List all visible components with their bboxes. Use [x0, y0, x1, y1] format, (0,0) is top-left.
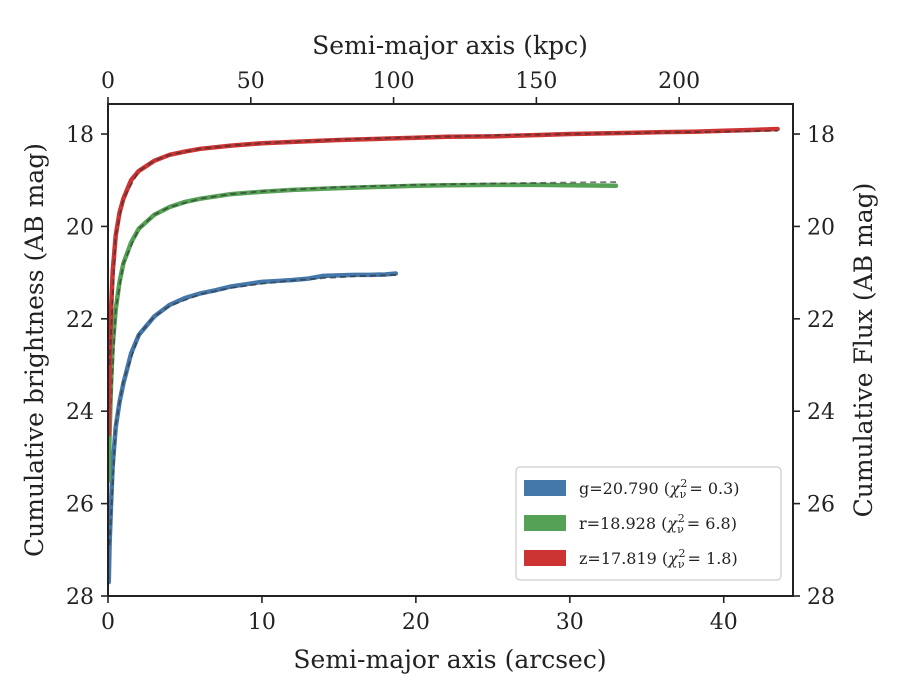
legend-swatch-r [524, 515, 566, 531]
x-tick-label-top: 50 [237, 69, 265, 94]
y-tick-label-right: 22 [807, 308, 835, 333]
y-tick-label-right: 20 [807, 215, 835, 240]
legend-label-z: z=17.819 (χν2 = 1.8) [579, 547, 738, 571]
x-tick-label-top: 0 [101, 69, 115, 94]
x-tick-label-bottom: 10 [248, 610, 276, 635]
series-r-line [108, 182, 619, 483]
x-tick-label-top: 200 [658, 69, 700, 94]
y-axis-title-right: Cumulative Flux (AB mag) [849, 183, 878, 518]
y-tick-label-right: 18 [807, 123, 835, 148]
legend-swatch-g [524, 480, 566, 496]
x-tick-label-bottom: 20 [402, 610, 430, 635]
y-tick-label-left: 24 [66, 400, 94, 425]
x-tick-label-bottom: 30 [556, 610, 584, 635]
y-tick-label-right: 24 [807, 400, 835, 425]
x-tick-label-bottom: 0 [101, 610, 115, 635]
y-tick-label-left: 26 [66, 493, 94, 518]
plot-area [108, 126, 780, 585]
y-axis-title-left: Cumulative brightness (AB mag) [20, 143, 49, 557]
series-g-model-line [108, 274, 396, 546]
plot-frame [107, 103, 794, 597]
x-tick-label-bottom: 40 [710, 610, 738, 635]
y-tick-label-left: 18 [66, 123, 94, 148]
y-tick-label-right: 26 [807, 493, 835, 518]
series-r-model-line [108, 181, 616, 435]
y-tick-label-right: 28 [807, 585, 835, 610]
legend-label-r: r=18.928 (χν2 = 6.8) [579, 512, 737, 536]
series-z-line [108, 126, 780, 437]
x-tick-label-top: 100 [373, 69, 415, 94]
y-tick-label-left: 22 [66, 308, 94, 333]
axes: 0 10 20 30 40 0 50 100 150 200 18 18 20 20 22 22 24 24 26 2… [66, 69, 835, 635]
x-tick-label-top: 150 [515, 69, 557, 94]
x-axis-title-top: Semi-major axis (kpc) [312, 31, 588, 60]
legend-label-g: g=20.790 (χν2 = 0.3) [579, 477, 740, 501]
x-axis-title-bottom: Semi-major axis (arcsec) [293, 645, 606, 674]
legend-swatch-z [524, 550, 566, 566]
legend: g=20.790 (χν2 = 0.3) r=18.928 (χν2 = 6.8) z=… [515, 466, 782, 581]
y-tick-label-left: 28 [66, 585, 94, 610]
series-z-model-line [108, 129, 778, 366]
y-tick-label-left: 20 [66, 215, 94, 240]
legend-box [515, 466, 782, 581]
